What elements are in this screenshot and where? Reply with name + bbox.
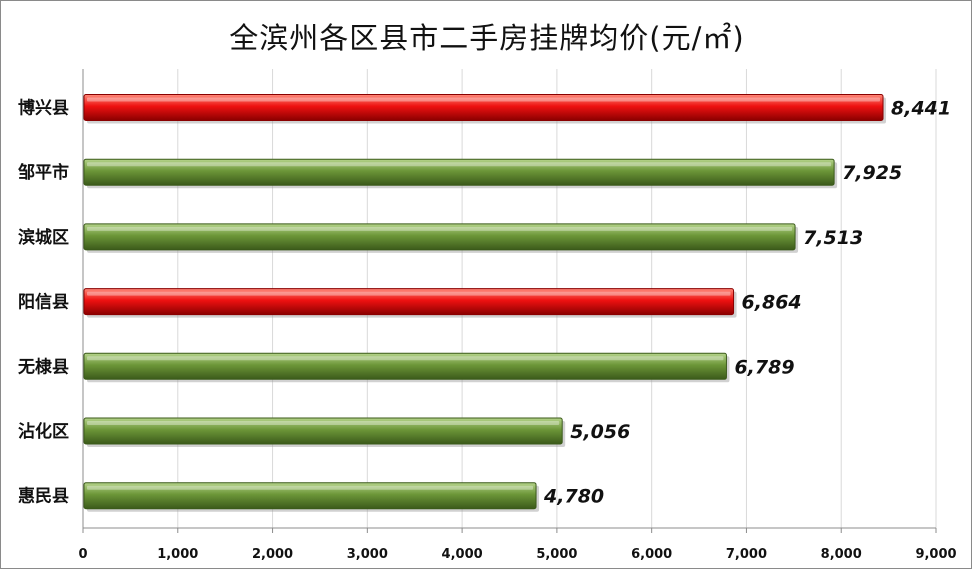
bar-bevel (87, 421, 560, 425)
category-label: 沾化区 (18, 421, 69, 442)
bar (83, 94, 884, 121)
x-tick-label: 3,000 (347, 547, 388, 562)
x-tick-label: 6,000 (631, 547, 672, 562)
data-label: 8,441 (891, 98, 951, 120)
category-label: 惠民县 (18, 486, 69, 507)
data-label: 5,056 (570, 421, 630, 443)
bar-bevel (87, 356, 724, 361)
x-tick-label: 2,000 (252, 547, 293, 562)
category-label: 邹平市 (18, 162, 69, 183)
bar (83, 223, 796, 251)
bar (83, 482, 537, 510)
chart-title: 全滨州各区县市二手房挂牌均价(元/㎡) (229, 21, 745, 55)
x-tick-label: 8,000 (821, 547, 862, 562)
data-label: 7,513 (803, 227, 863, 249)
bar (83, 417, 563, 445)
data-label: 6,789 (734, 356, 794, 378)
x-tick-label: 9,000 (915, 547, 956, 562)
bar-bevel (87, 226, 793, 231)
bar (83, 352, 727, 380)
bar-bevel (87, 162, 832, 167)
category-label: 博兴县 (18, 98, 69, 119)
x-tick-label: 5,000 (536, 547, 577, 562)
data-label: 7,925 (842, 162, 902, 184)
bar-bevel (87, 97, 881, 102)
category-label: 阳信县 (18, 292, 69, 313)
bar (83, 288, 735, 316)
x-tick-label: 1,000 (157, 547, 198, 562)
x-tick-label: 7,000 (726, 547, 767, 562)
x-tick-label: 4,000 (442, 547, 483, 562)
category-label: 无棣县 (17, 356, 69, 377)
x-tick-label: 0 (78, 547, 87, 562)
data-label: 4,780 (543, 486, 604, 508)
bar (83, 158, 835, 186)
data-label: 6,864 (742, 292, 802, 314)
category-label: 滨城区 (18, 227, 69, 248)
bar-bevel (87, 485, 534, 490)
bar-bevel (87, 291, 731, 296)
